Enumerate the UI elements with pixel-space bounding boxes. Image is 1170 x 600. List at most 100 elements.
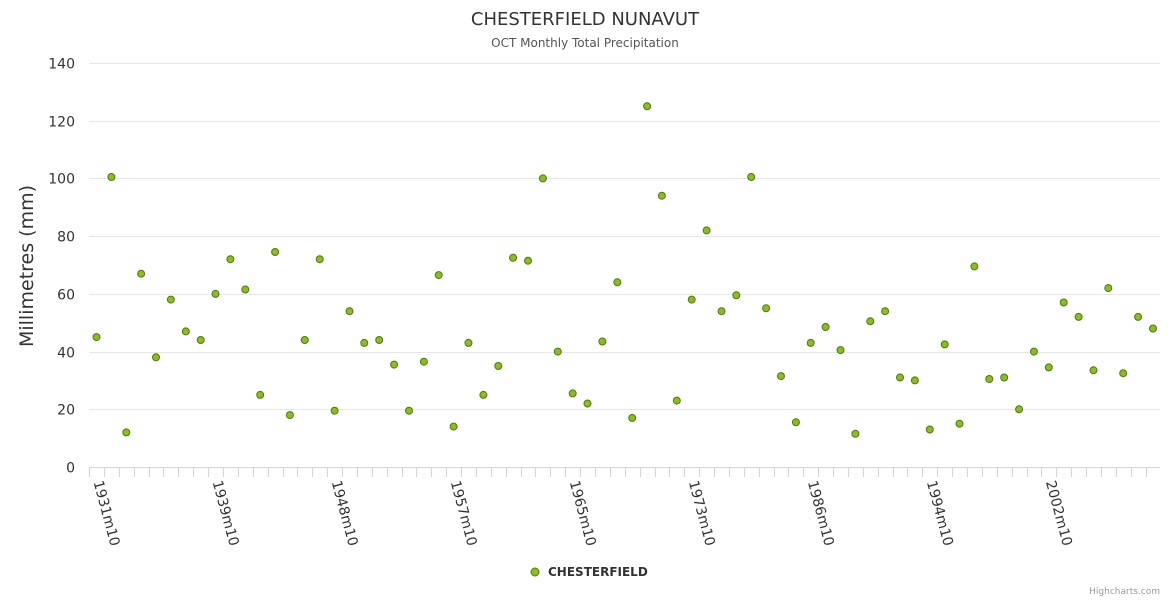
data-point[interactable] bbox=[821, 323, 830, 331]
x-tick-label: 1948m10 bbox=[328, 479, 361, 548]
x-tick-label: 1939m10 bbox=[209, 479, 242, 548]
data-point[interactable] bbox=[970, 262, 979, 271]
data-point[interactable] bbox=[583, 399, 592, 408]
x-tick-label: 1986m10 bbox=[804, 479, 837, 548]
data-point[interactable] bbox=[360, 338, 369, 347]
data-point[interactable] bbox=[1149, 324, 1157, 333]
y-tick-label: 140 bbox=[48, 57, 75, 73]
data-point[interactable] bbox=[345, 307, 354, 316]
y-tick-label: 80 bbox=[57, 230, 75, 246]
legend[interactable]: CHESTERFIELD bbox=[530, 565, 648, 579]
data-point[interactable] bbox=[434, 271, 443, 280]
y-tick-label: 0 bbox=[66, 461, 75, 477]
data-point[interactable] bbox=[122, 428, 131, 437]
data-point[interactable] bbox=[181, 327, 190, 336]
data-point[interactable] bbox=[1089, 366, 1098, 375]
data-point[interactable] bbox=[1059, 298, 1068, 307]
data-point[interactable] bbox=[613, 278, 622, 287]
data-point[interactable] bbox=[256, 390, 265, 399]
x-tick-label: 1957m10 bbox=[447, 479, 480, 548]
data-point[interactable] bbox=[881, 307, 890, 316]
data-point[interactable] bbox=[657, 191, 666, 200]
data-point[interactable] bbox=[494, 362, 503, 370]
data-point[interactable] bbox=[226, 255, 235, 264]
data-point[interactable] bbox=[762, 304, 771, 313]
data-point[interactable] bbox=[910, 376, 919, 385]
data-point[interactable] bbox=[92, 333, 101, 342]
data-point[interactable] bbox=[791, 418, 800, 427]
data-point[interactable] bbox=[509, 253, 518, 262]
y-tick-label: 100 bbox=[48, 172, 75, 188]
gridlines bbox=[89, 63, 1160, 410]
data-point[interactable] bbox=[866, 317, 875, 326]
data-point[interactable] bbox=[1134, 312, 1143, 321]
data-point[interactable] bbox=[419, 357, 428, 366]
data-point[interactable] bbox=[598, 337, 607, 346]
data-point[interactable] bbox=[241, 285, 250, 294]
legend-marker bbox=[530, 567, 540, 577]
legend-label[interactable]: CHESTERFIELD bbox=[548, 565, 648, 579]
data-point[interactable] bbox=[777, 372, 785, 381]
data-point[interactable] bbox=[390, 360, 399, 369]
data-point[interactable] bbox=[196, 336, 205, 344]
data-point[interactable] bbox=[375, 336, 384, 344]
data-point[interactable] bbox=[1074, 312, 1083, 321]
x-axis: 1931m10 1939m10 1948m10 1957m10 1965m10 1973m… bbox=[89, 467, 1160, 548]
x-tick-label: 1965m10 bbox=[566, 479, 599, 548]
data-point[interactable] bbox=[896, 373, 904, 382]
data-point[interactable] bbox=[1044, 363, 1053, 372]
data-point[interactable] bbox=[1000, 373, 1009, 382]
data-point[interactable] bbox=[836, 346, 845, 355]
data-point[interactable] bbox=[851, 429, 860, 438]
data-point[interactable] bbox=[107, 173, 116, 181]
data-point[interactable] bbox=[524, 256, 532, 265]
data-point[interactable] bbox=[1119, 369, 1128, 378]
data-point[interactable] bbox=[1104, 284, 1113, 293]
data-point[interactable] bbox=[672, 396, 681, 405]
x-tick-label: 1931m10 bbox=[90, 479, 123, 548]
data-point[interactable] bbox=[137, 269, 146, 278]
data-point[interactable] bbox=[628, 413, 637, 422]
data-point[interactable] bbox=[955, 419, 964, 428]
data-point[interactable] bbox=[464, 338, 473, 347]
data-point[interactable] bbox=[925, 425, 934, 434]
data-point[interactable] bbox=[330, 406, 339, 415]
y-axis-title: Millimetres (mm) bbox=[16, 185, 38, 347]
data-point[interactable] bbox=[315, 255, 324, 264]
data-point[interactable] bbox=[1015, 405, 1024, 414]
data-points bbox=[92, 102, 1157, 438]
y-tick-label: 120 bbox=[48, 115, 75, 131]
x-tick-label: 1973m10 bbox=[685, 479, 718, 548]
data-point[interactable] bbox=[643, 102, 652, 111]
data-point[interactable] bbox=[449, 422, 458, 431]
data-point[interactable] bbox=[687, 295, 696, 304]
data-point[interactable] bbox=[985, 375, 994, 383]
data-point[interactable] bbox=[538, 174, 547, 183]
chart-subtitle: OCT Monthly Total Precipitation bbox=[491, 36, 679, 50]
data-point[interactable] bbox=[166, 295, 175, 304]
data-point[interactable] bbox=[300, 336, 309, 344]
data-point[interactable] bbox=[211, 289, 220, 298]
data-point[interactable] bbox=[1029, 347, 1038, 356]
data-point[interactable] bbox=[553, 347, 562, 356]
data-point[interactable] bbox=[479, 390, 488, 399]
data-point[interactable] bbox=[568, 389, 577, 398]
data-point[interactable] bbox=[940, 340, 949, 349]
data-point[interactable] bbox=[152, 353, 160, 362]
y-axis: 0 20 40 60 80 100 120 140 bbox=[48, 57, 75, 477]
chart-title: CHESTERFIELD NUNAVUT bbox=[471, 9, 700, 30]
data-point[interactable] bbox=[732, 291, 741, 300]
data-point[interactable] bbox=[405, 406, 413, 415]
credits-link[interactable]: Highcharts.com bbox=[1089, 587, 1160, 597]
data-point[interactable] bbox=[717, 307, 726, 316]
x-tick-label: 1994m10 bbox=[923, 479, 956, 548]
x-tick-label: 2002m10 bbox=[1042, 479, 1075, 548]
y-tick-label: 60 bbox=[57, 288, 75, 304]
y-tick-label: 20 bbox=[57, 403, 75, 419]
data-point[interactable] bbox=[285, 411, 294, 420]
data-point[interactable] bbox=[747, 173, 756, 181]
data-point[interactable] bbox=[806, 338, 815, 347]
data-point[interactable] bbox=[702, 226, 711, 235]
data-point[interactable] bbox=[271, 248, 280, 256]
